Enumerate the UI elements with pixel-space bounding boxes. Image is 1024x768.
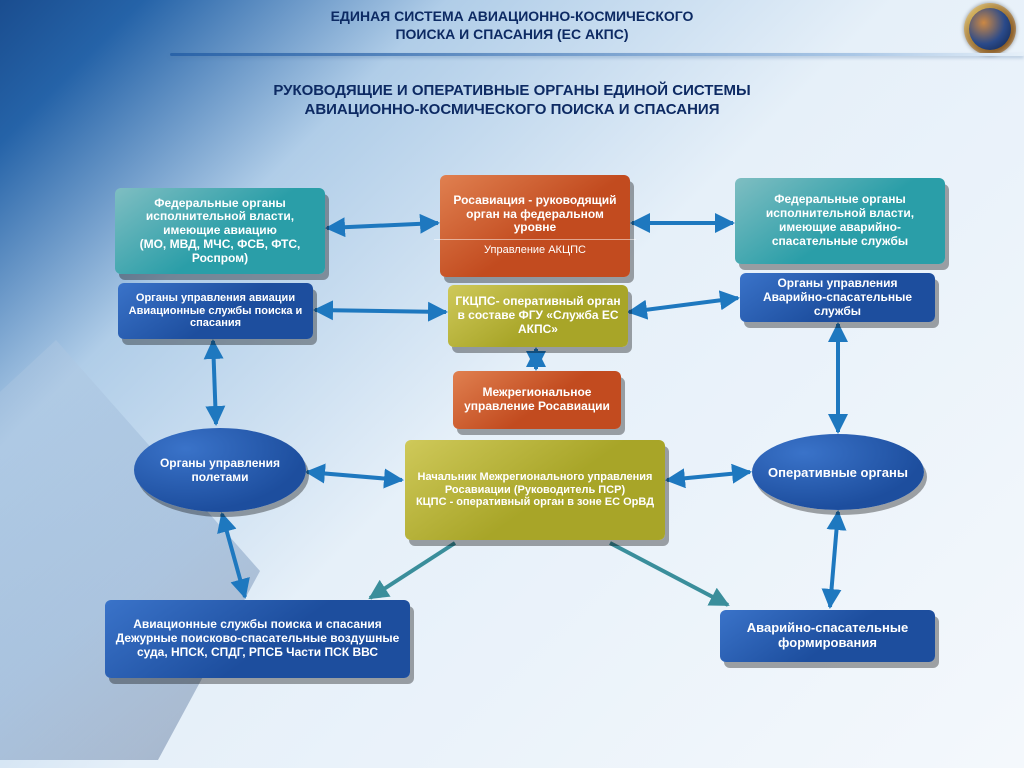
node-n8: Начальник Межрегионального управления Ро… [405,440,665,540]
node-text: Органы управления Аварийно-спасательные … [740,273,935,322]
node-text: Начальник Межрегионального управления Ро… [405,467,665,513]
arrow-2 [315,310,446,312]
arrow-9 [222,514,245,597]
node-subtext: Управление АКЦПС [434,239,636,262]
node-n10: Аварийно-спасательные формирования [720,610,935,662]
arrow-3 [629,298,738,312]
node-text: Федеральные органы исполнительной власти… [735,189,945,252]
arrow-0 [327,223,438,228]
node-n9: Авиационные службы поиска и спасания Деж… [105,600,410,678]
node-text: Авиационные службы поиска и спасания Деж… [105,614,410,663]
arrow-7 [307,472,402,480]
node-n6: Органы управления Аварийно-спасательные … [740,273,935,322]
arrow-11 [610,543,728,605]
ellipse-e2: Оперативные органы [752,434,924,510]
node-n3: Федеральные органы исполнительной власти… [735,178,945,264]
node-text: Федеральные органы исполнительной власти… [115,193,325,270]
node-text: Росавиация - руководящий орган на федера… [440,190,630,239]
node-n2: Росавиация - руководящий орган на федера… [440,175,630,277]
node-n4: Органы управления авиации Авиационные сл… [118,283,313,339]
node-n5: ГКЦПС- оперативный орган в составе ФГУ «… [448,285,628,347]
arrow-5 [213,341,216,424]
node-n7: Межрегиональное управление Росавиации [453,371,621,429]
node-text: Органы управления авиации Авиационные сл… [118,288,313,334]
ellipse-text: Органы управления полетами [134,456,306,484]
node-n1: Федеральные органы исполнительной власти… [115,188,325,274]
node-text: Аварийно-спасательные формирования [720,617,935,655]
arrow-8 [667,472,750,480]
arrow-10 [370,543,455,598]
ellipse-text: Оперативные органы [760,465,916,480]
arrow-12 [830,512,838,607]
ellipse-e1: Органы управления полетами [134,428,306,512]
node-text: ГКЦПС- оперативный орган в составе ФГУ «… [448,291,628,340]
node-text: Межрегиональное управление Росавиации [453,382,621,418]
